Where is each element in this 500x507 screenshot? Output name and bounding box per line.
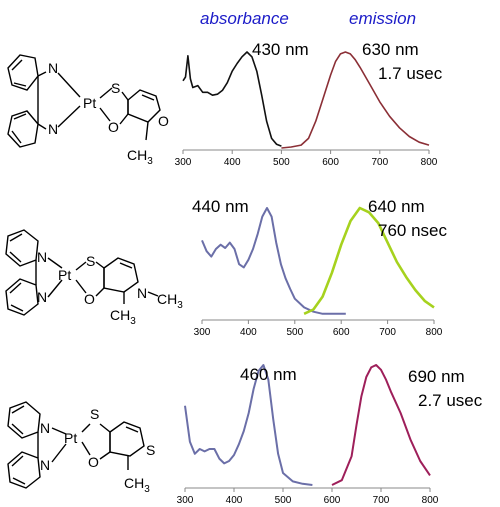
absorbance-series-line (182, 51, 282, 147)
atom-o-ring: O (158, 113, 169, 129)
x-tick-label: 400 (226, 495, 243, 506)
x-ticks: 300 400 500 600 700 800 (194, 320, 443, 338)
x-tick-label: 500 (275, 495, 292, 506)
x-ticks: 300 400 500 600 700 800 (177, 488, 439, 506)
x-tick-label: 600 (322, 157, 339, 168)
absorbance-peak-label: 440 nm (192, 197, 249, 216)
atom-o-chelate: O (88, 454, 99, 470)
emission-peak-label: 690 nm (408, 367, 465, 386)
spectrum-chart-1: 300 400 500 600 700 800 430 nm 630 nm 1.7 use… (175, 40, 443, 168)
emission-peak-label: 640 nm (368, 197, 425, 216)
absorbance-peak-label: 430 nm (252, 40, 309, 59)
bipyridine-ligand-3 (7, 401, 67, 489)
emission-peak-label: 630 nm (362, 40, 419, 59)
x-tick-label: 500 (286, 327, 303, 338)
bipyridine-ligand-2 (5, 229, 63, 316)
x-tick-label: 800 (421, 157, 438, 168)
molecule-2: N N Pt S O N CH3 CH3 (5, 229, 183, 327)
x-tick-label: 600 (324, 495, 341, 506)
x-tick-label: 800 (422, 495, 439, 506)
absorbance-series-line (201, 207, 346, 315)
atom-n-upper: N (48, 60, 58, 76)
x-ticks: 300 400 500 600 700 800 (175, 150, 438, 168)
methyl-group: CH3 (124, 475, 150, 495)
absorbance-peak-label: 460 nm (240, 365, 297, 384)
atom-s: S (86, 253, 95, 269)
x-tick-label: 600 (333, 327, 350, 338)
x-tick-label: 700 (373, 495, 390, 506)
atom-n-lower: N (48, 121, 58, 137)
atom-s: S (90, 406, 99, 422)
x-tick-label: 300 (175, 157, 192, 168)
x-tick-label: 400 (224, 157, 241, 168)
x-tick-label: 700 (379, 327, 396, 338)
absorbance-header: absorbance (200, 9, 289, 28)
emission-series-line (331, 364, 431, 486)
x-tick-label: 300 (177, 495, 194, 506)
chelate-ring-3 (81, 421, 145, 470)
emission-series-line (281, 51, 430, 149)
chelate-ring-2 (75, 257, 159, 304)
atom-n-lower: N (40, 457, 50, 473)
atom-s-ring: S (146, 442, 155, 458)
x-tick-label: 500 (273, 157, 290, 168)
spectrum-chart-2: 300 400 500 600 700 800 440 nm 640 nm 760 nse… (192, 197, 447, 338)
emission-series-line (303, 206, 435, 315)
x-tick-label: 700 (371, 157, 388, 168)
atom-s: S (111, 80, 120, 96)
atom-n-lower: N (37, 289, 47, 305)
atom-n-ring: N (137, 285, 147, 301)
emission-header: emission (349, 9, 416, 28)
atom-o-chelate: O (108, 119, 119, 135)
spectrum-chart-3: 300 400 500 600 700 800 460 nm 690 nm 2.7 use… (177, 364, 483, 506)
lifetime-label: 1.7 usec (378, 64, 443, 83)
x-tick-label: 300 (194, 327, 211, 338)
lifetime-label: 2.7 usec (418, 391, 483, 410)
chelate-ring-1 (99, 87, 161, 141)
lifetime-label: 760 nsec (378, 221, 447, 240)
bipyridine-ligand-1 (7, 54, 81, 148)
molecule-3: N N Pt S O S CH3 (7, 401, 155, 495)
methyl-group: CH3 (110, 307, 136, 327)
atom-pt: Pt (58, 267, 71, 283)
x-tick-label: 400 (240, 327, 257, 338)
atom-n-upper: N (37, 249, 47, 265)
atom-o-chelate: O (84, 291, 95, 307)
n-methyl-group: CH3 (157, 291, 183, 311)
methyl-group: CH3 (127, 147, 153, 167)
atom-pt: Pt (64, 430, 77, 446)
x-tick-label: 800 (426, 327, 443, 338)
atom-pt: Pt (83, 95, 96, 111)
absorbance-series-line (184, 364, 313, 486)
atom-n-upper: N (40, 420, 50, 436)
molecule-1: N N Pt S O O CH3 (7, 54, 169, 167)
